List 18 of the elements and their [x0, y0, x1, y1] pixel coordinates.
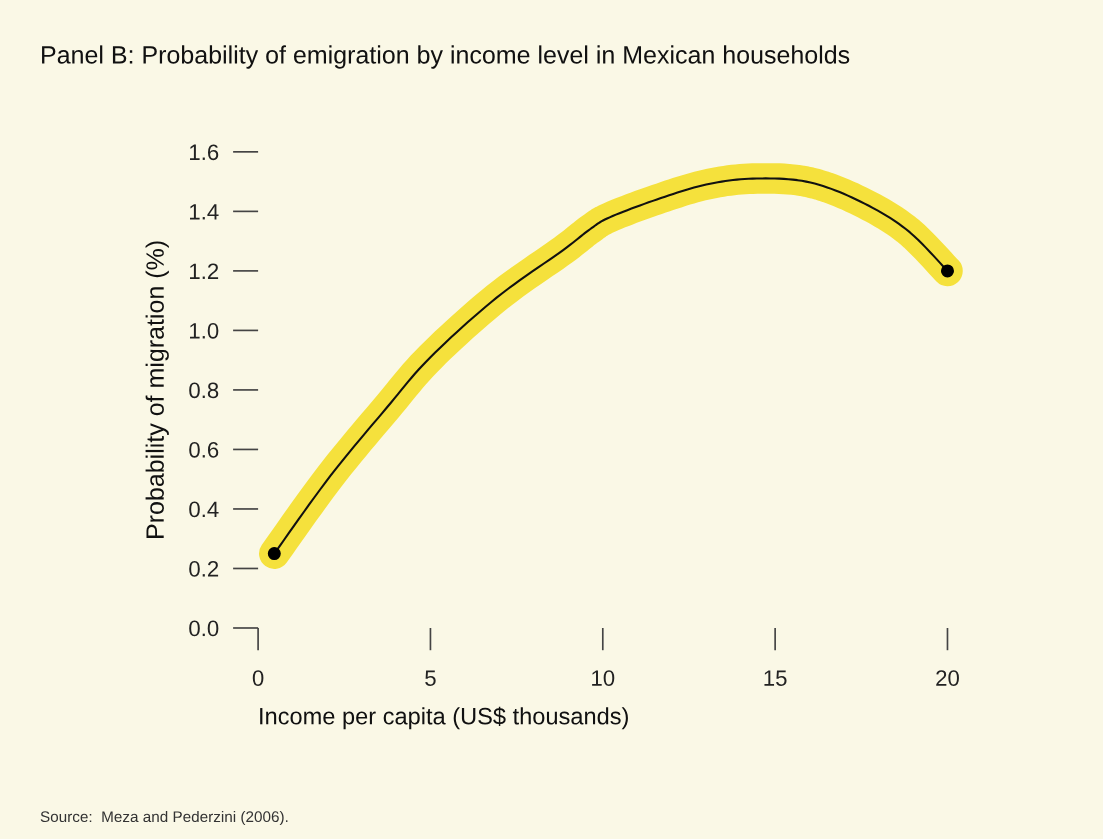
y-tick-label: 1.2 [190, 263, 219, 279]
x-axis-title: Income per capita (US$ thousands) [260, 706, 628, 730]
x-tick-label: 10 [592, 670, 615, 686]
y-tick-label: 0.2 [189, 561, 219, 577]
y-tick-label: 1.6 [190, 144, 219, 161]
source-note: Source: Meza and Pederzini (2006). [40, 810, 288, 826]
x-tick-label: 20 [936, 670, 959, 686]
x-tick-label: 5 [425, 670, 436, 686]
y-tick-label: 0.0 [189, 620, 219, 637]
y-axis-title: Probability of migration (%) [145, 241, 169, 538]
y-tick-label: 0.6 [189, 441, 219, 458]
chart-title: Panel B: Probability of emigration by income level in Mexican households [42, 45, 850, 69]
y-tick-label: 1.4 [190, 204, 219, 220]
y-tick-label: 0.8 [189, 382, 219, 399]
x-tick-label: 0 [252, 670, 264, 686]
y-tick-label: 1.0 [190, 322, 219, 339]
y-tick-label: 0.4 [189, 501, 219, 518]
x-tick-label: 15 [764, 670, 787, 686]
